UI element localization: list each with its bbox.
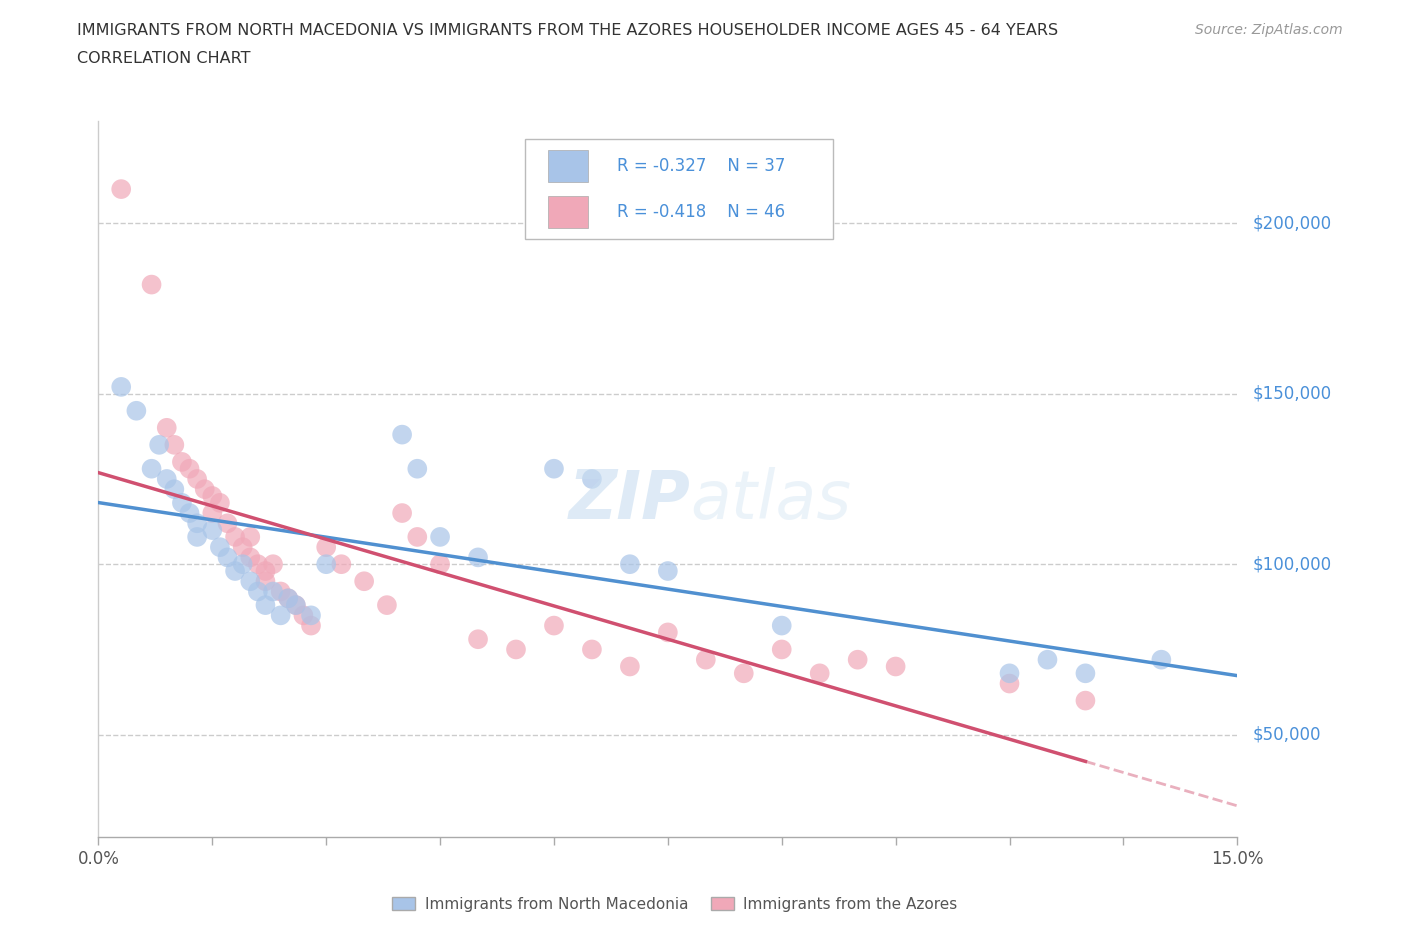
Point — [846, 652, 869, 667]
Point — [770, 618, 793, 633]
Point — [232, 539, 254, 554]
Point — [156, 472, 179, 486]
Point — [284, 598, 307, 613]
Point — [156, 420, 179, 435]
Point — [406, 529, 429, 544]
Text: atlas: atlas — [690, 468, 852, 534]
Point — [194, 482, 217, 497]
Point — [330, 557, 353, 572]
Point — [1074, 666, 1097, 681]
Point — [505, 642, 527, 657]
Point — [141, 277, 163, 292]
Point — [254, 574, 277, 589]
Point — [657, 564, 679, 578]
Point — [695, 652, 717, 667]
Point — [884, 659, 907, 674]
Point — [224, 529, 246, 544]
Text: $200,000: $200,000 — [1253, 214, 1331, 232]
Point — [270, 584, 292, 599]
Point — [619, 557, 641, 572]
Text: CORRELATION CHART: CORRELATION CHART — [77, 51, 250, 66]
Point — [619, 659, 641, 674]
Point — [186, 516, 208, 531]
Point — [110, 181, 132, 196]
Point — [208, 539, 231, 554]
Point — [254, 598, 277, 613]
Point — [179, 506, 201, 521]
Point — [201, 488, 224, 503]
Point — [186, 529, 208, 544]
Point — [179, 461, 201, 476]
Point — [770, 642, 793, 657]
Point — [429, 529, 451, 544]
Point — [808, 666, 831, 681]
Point — [1074, 693, 1097, 708]
Point — [239, 574, 262, 589]
FancyBboxPatch shape — [526, 139, 832, 239]
Point — [429, 557, 451, 572]
Point — [141, 461, 163, 476]
Point — [292, 608, 315, 623]
Point — [998, 666, 1021, 681]
Text: R = -0.418    N = 46: R = -0.418 N = 46 — [617, 203, 785, 221]
Point — [277, 591, 299, 605]
Point — [467, 631, 489, 646]
Point — [262, 584, 284, 599]
Point — [224, 564, 246, 578]
Point — [201, 506, 224, 521]
Point — [148, 437, 170, 452]
Point — [406, 461, 429, 476]
Point — [170, 455, 193, 470]
Point — [125, 404, 148, 418]
Point — [170, 496, 193, 511]
Point — [186, 472, 208, 486]
Point — [254, 564, 277, 578]
Point — [163, 482, 186, 497]
Point — [733, 666, 755, 681]
Point — [543, 461, 565, 476]
Point — [391, 506, 413, 521]
Point — [581, 472, 603, 486]
Point — [262, 557, 284, 572]
Point — [543, 618, 565, 633]
Point — [315, 557, 337, 572]
Point — [246, 584, 269, 599]
Point — [239, 550, 262, 565]
Point — [217, 516, 239, 531]
Text: $150,000: $150,000 — [1253, 385, 1331, 403]
Text: IMMIGRANTS FROM NORTH MACEDONIA VS IMMIGRANTS FROM THE AZORES HOUSEHOLDER INCOME: IMMIGRANTS FROM NORTH MACEDONIA VS IMMIG… — [77, 23, 1059, 38]
Point — [299, 618, 322, 633]
Point — [270, 608, 292, 623]
Point — [299, 608, 322, 623]
Point — [353, 574, 375, 589]
Text: R = -0.327    N = 37: R = -0.327 N = 37 — [617, 156, 785, 175]
Legend: Immigrants from North Macedonia, Immigrants from the Azores: Immigrants from North Macedonia, Immigra… — [387, 890, 963, 918]
Point — [1150, 652, 1173, 667]
Point — [217, 550, 239, 565]
Point — [110, 379, 132, 394]
FancyBboxPatch shape — [548, 196, 588, 229]
Point — [277, 591, 299, 605]
Point — [239, 529, 262, 544]
Point — [284, 598, 307, 613]
Text: $100,000: $100,000 — [1253, 555, 1331, 573]
Point — [208, 496, 231, 511]
Point — [391, 427, 413, 442]
Text: Source: ZipAtlas.com: Source: ZipAtlas.com — [1195, 23, 1343, 37]
FancyBboxPatch shape — [548, 150, 588, 181]
Point — [1036, 652, 1059, 667]
Text: $50,000: $50,000 — [1253, 725, 1322, 744]
Point — [315, 539, 337, 554]
Point — [201, 523, 224, 538]
Text: ZIP: ZIP — [569, 468, 690, 534]
Point — [246, 557, 269, 572]
Point — [375, 598, 398, 613]
Point — [657, 625, 679, 640]
Point — [232, 557, 254, 572]
Point — [467, 550, 489, 565]
Point — [998, 676, 1021, 691]
Point — [163, 437, 186, 452]
Point — [581, 642, 603, 657]
